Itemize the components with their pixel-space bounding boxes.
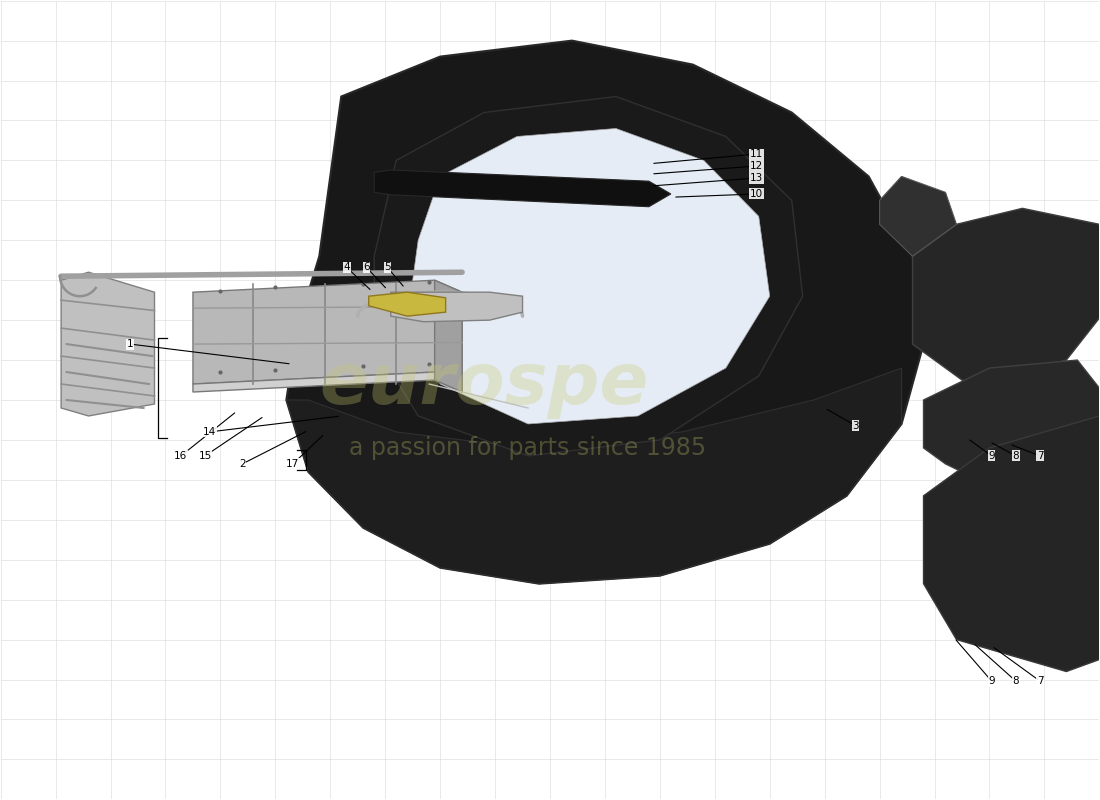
- Text: 9: 9: [988, 676, 996, 686]
- Polygon shape: [924, 360, 1100, 496]
- Text: 5: 5: [384, 262, 390, 273]
- Text: 6: 6: [363, 262, 370, 273]
- Text: 13: 13: [750, 173, 763, 183]
- Polygon shape: [913, 208, 1100, 384]
- Text: 4: 4: [343, 262, 350, 273]
- Text: 12: 12: [750, 161, 763, 171]
- Text: 16: 16: [174, 451, 187, 461]
- Text: 1: 1: [126, 339, 133, 349]
- Polygon shape: [407, 129, 770, 424]
- Text: 7: 7: [1036, 451, 1043, 461]
- Text: 3: 3: [852, 421, 859, 430]
- Polygon shape: [374, 170, 671, 206]
- Text: a passion for parts since 1985: a passion for parts since 1985: [350, 436, 706, 460]
- Polygon shape: [434, 280, 462, 392]
- Polygon shape: [286, 368, 902, 584]
- Text: 15: 15: [198, 451, 211, 461]
- Text: 11: 11: [750, 149, 763, 159]
- Polygon shape: [880, 176, 957, 256]
- Text: 10: 10: [750, 189, 763, 199]
- Polygon shape: [924, 416, 1100, 671]
- Polygon shape: [390, 292, 522, 322]
- Text: 2: 2: [239, 459, 245, 469]
- Polygon shape: [62, 272, 154, 416]
- Polygon shape: [368, 292, 446, 316]
- Text: 17: 17: [286, 459, 299, 469]
- Text: eurospe: eurospe: [319, 350, 649, 418]
- Text: 7: 7: [1036, 676, 1043, 686]
- Polygon shape: [192, 280, 462, 384]
- Polygon shape: [407, 129, 770, 424]
- Polygon shape: [192, 372, 462, 392]
- Text: 8: 8: [1012, 451, 1019, 461]
- Text: 14: 14: [202, 427, 216, 437]
- Text: 9: 9: [988, 451, 996, 461]
- Polygon shape: [286, 41, 924, 584]
- Polygon shape: [374, 97, 803, 456]
- Text: 8: 8: [1012, 676, 1019, 686]
